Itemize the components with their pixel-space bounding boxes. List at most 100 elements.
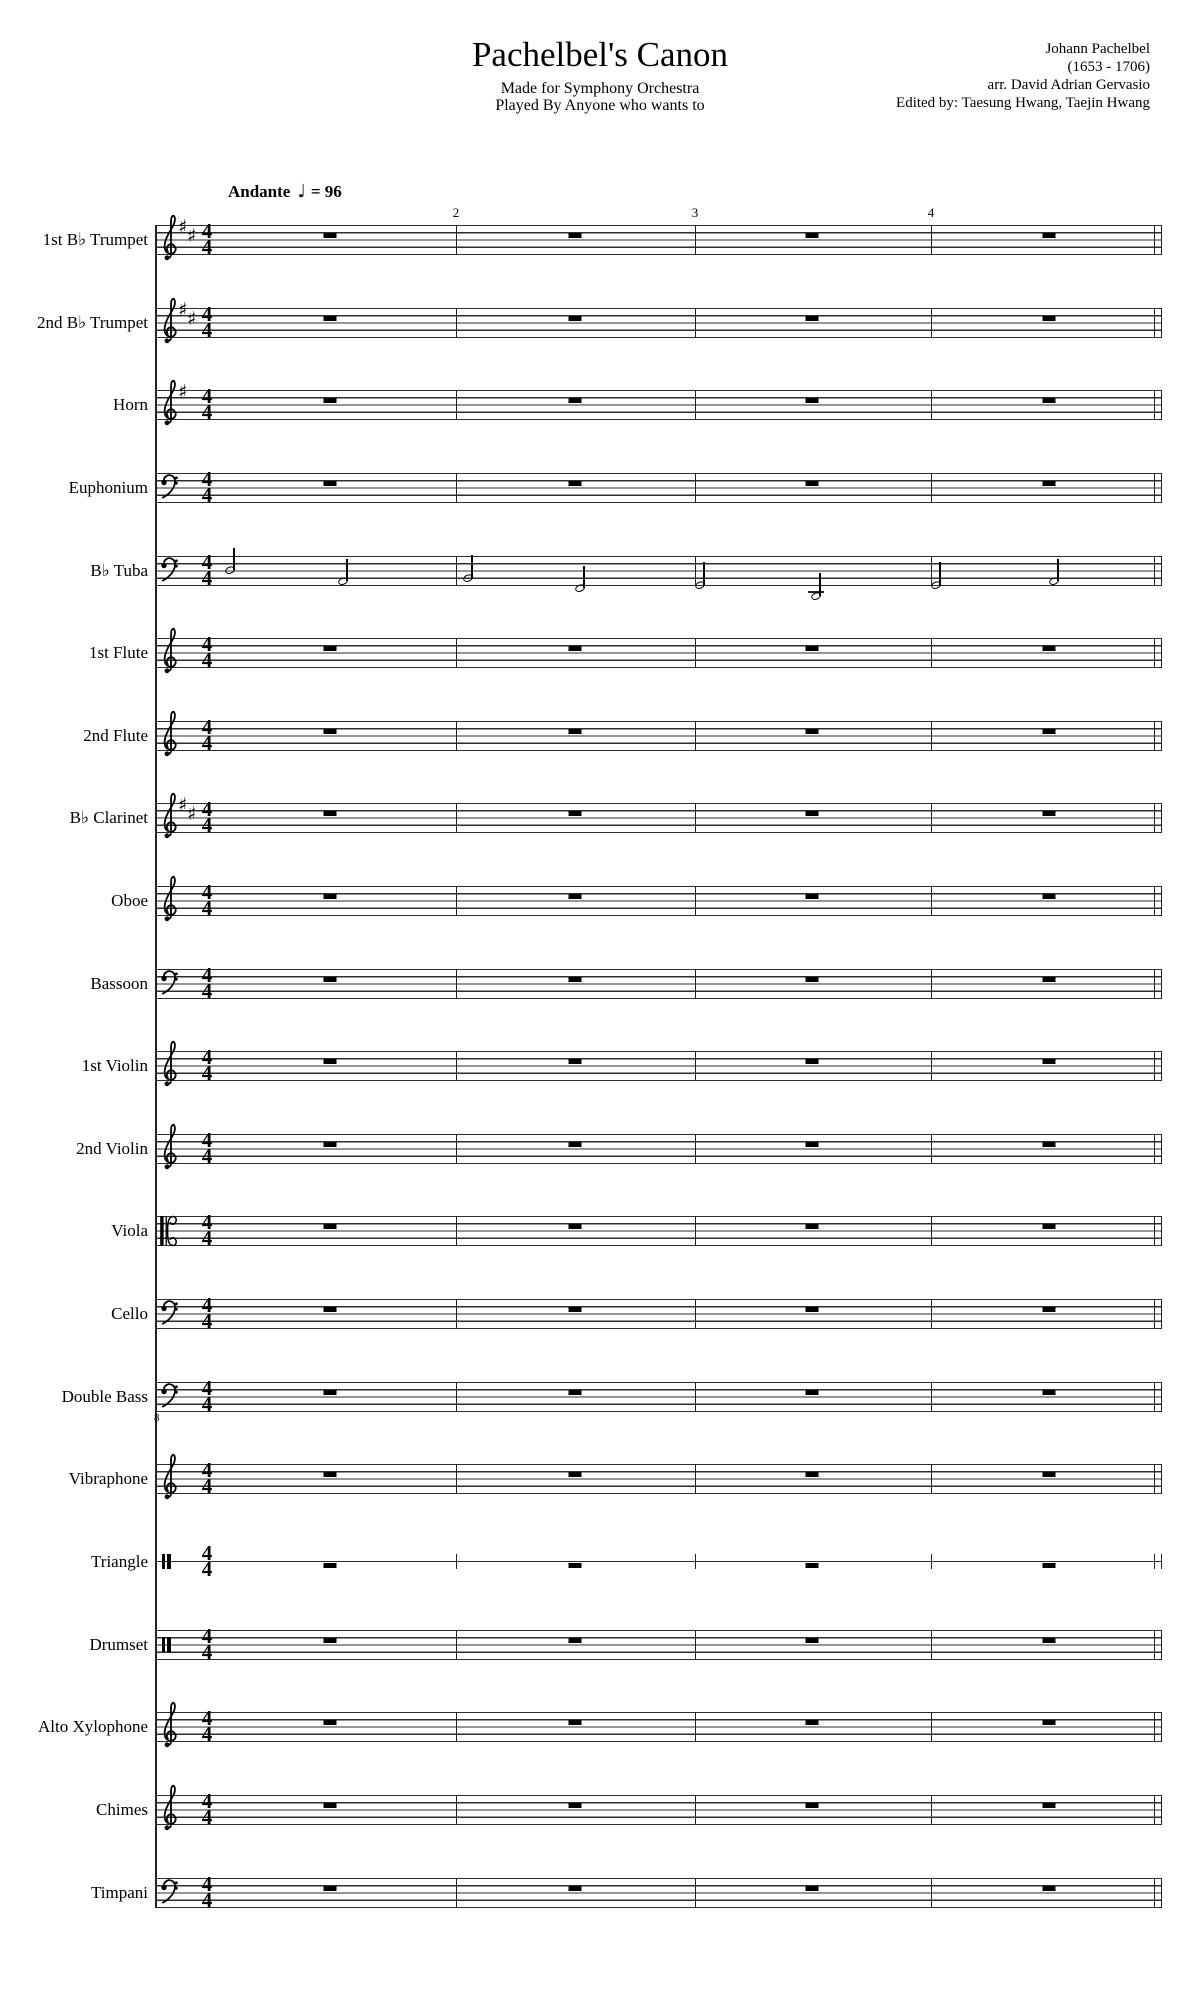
time-sig-upper: 4 <box>201 963 213 988</box>
final-barline <box>1154 1878 1156 1908</box>
note-stem <box>471 555 473 578</box>
barline <box>695 1712 697 1742</box>
final-barline <box>1154 1795 1156 1825</box>
staff-lines <box>156 1216 1162 1247</box>
whole-rest <box>323 1562 337 1568</box>
barline <box>456 1464 458 1494</box>
whole-rest <box>805 894 819 900</box>
whole-rest <box>805 1638 819 1644</box>
barline <box>931 886 933 916</box>
barline <box>931 473 933 503</box>
final-barline <box>1154 473 1156 503</box>
sharp-sign-icon: ♯ <box>187 803 197 825</box>
note-stem <box>703 562 705 585</box>
measure-number-2: 2 <box>452 205 460 220</box>
barline <box>931 1299 933 1329</box>
time-sig-lower: 4 <box>201 812 213 837</box>
final-barline <box>1160 1134 1162 1164</box>
barline <box>931 803 933 833</box>
time-sig-lower: 4 <box>201 1391 213 1416</box>
time-sig-upper: 4 <box>201 1624 213 1649</box>
barline <box>456 390 458 420</box>
alto-clef-icon <box>159 1215 179 1247</box>
time-sig-lower: 4 <box>201 978 213 1003</box>
staff-label-violin-2: 2nd Violin <box>76 1138 148 1158</box>
final-barline <box>1160 308 1162 338</box>
whole-rest <box>323 1886 337 1892</box>
barline <box>456 1554 458 1569</box>
whole-rest <box>323 1472 337 1478</box>
barline <box>695 1051 697 1081</box>
final-barline <box>1154 390 1156 420</box>
whole-rest <box>568 481 582 487</box>
whole-rest <box>1042 1886 1056 1892</box>
sharp-sign-icon: ♯ <box>178 299 188 321</box>
barline <box>456 1382 458 1412</box>
whole-rest <box>805 1886 819 1892</box>
staff-label-double-bass: Double Bass <box>61 1386 148 1406</box>
time-sig-lower: 4 <box>201 482 213 507</box>
staff-lines <box>156 225 1162 256</box>
quarter-note-icon: ♩ <box>297 181 306 202</box>
whole-rest <box>805 1390 819 1396</box>
whole-rest <box>568 1803 582 1809</box>
whole-rest <box>568 977 582 983</box>
staff-lines <box>156 886 1162 917</box>
barline <box>695 390 697 420</box>
score-title: Pachelbel's Canon <box>471 35 729 74</box>
whole-rest <box>1042 811 1056 817</box>
barline <box>695 1464 697 1494</box>
whole-rest <box>323 1720 337 1726</box>
staff-trumpet-1: ♯ ♯ 4 4 <box>156 225 1162 255</box>
percussion-clef-icon <box>162 1554 166 1569</box>
barline <box>931 1554 933 1569</box>
whole-rest <box>568 1562 582 1568</box>
time-sig-lower: 4 <box>201 317 213 342</box>
whole-rest <box>1042 1720 1056 1726</box>
sharp-sign-icon: ♯ <box>178 381 188 403</box>
time-sig-lower: 4 <box>201 1225 213 1250</box>
time-sig-lower: 4 <box>201 1473 213 1498</box>
note-stem <box>583 565 585 589</box>
staff-lines <box>156 308 1162 339</box>
time-sig-lower: 4 <box>201 647 213 672</box>
time-sig-lower: 4 <box>201 1060 213 1085</box>
whole-rest <box>323 646 337 652</box>
staff-lines <box>156 1134 1162 1165</box>
whole-rest <box>568 646 582 652</box>
barline <box>456 1878 458 1908</box>
staff-label-chimes: Chimes <box>96 1799 148 1819</box>
whole-rest <box>1042 1638 1056 1644</box>
whole-rest <box>568 233 582 239</box>
time-sig-upper: 4 <box>201 797 213 822</box>
barline <box>456 473 458 503</box>
whole-rest <box>1042 1142 1056 1148</box>
time-sig-upper: 4 <box>201 467 213 492</box>
note-stem <box>1057 558 1059 582</box>
final-barline <box>1160 1554 1162 1569</box>
barline <box>695 1795 697 1825</box>
whole-rest <box>323 1307 337 1313</box>
whole-rest <box>568 1720 582 1726</box>
barline <box>695 721 697 751</box>
staff-label-flute-1: 1st Flute <box>88 642 148 662</box>
whole-rest <box>323 1390 337 1396</box>
time-sig-upper: 4 <box>201 632 213 657</box>
treble-clef-icon <box>158 708 180 760</box>
barline <box>695 1382 697 1412</box>
whole-rest <box>1042 977 1056 983</box>
tempo-value: = 96 <box>310 182 342 201</box>
treble-clef-icon <box>158 873 180 925</box>
time-sig-lower: 4 <box>201 1143 213 1168</box>
bass-clef-icon <box>159 967 179 1001</box>
whole-rest <box>323 481 337 487</box>
barline <box>931 1712 933 1742</box>
